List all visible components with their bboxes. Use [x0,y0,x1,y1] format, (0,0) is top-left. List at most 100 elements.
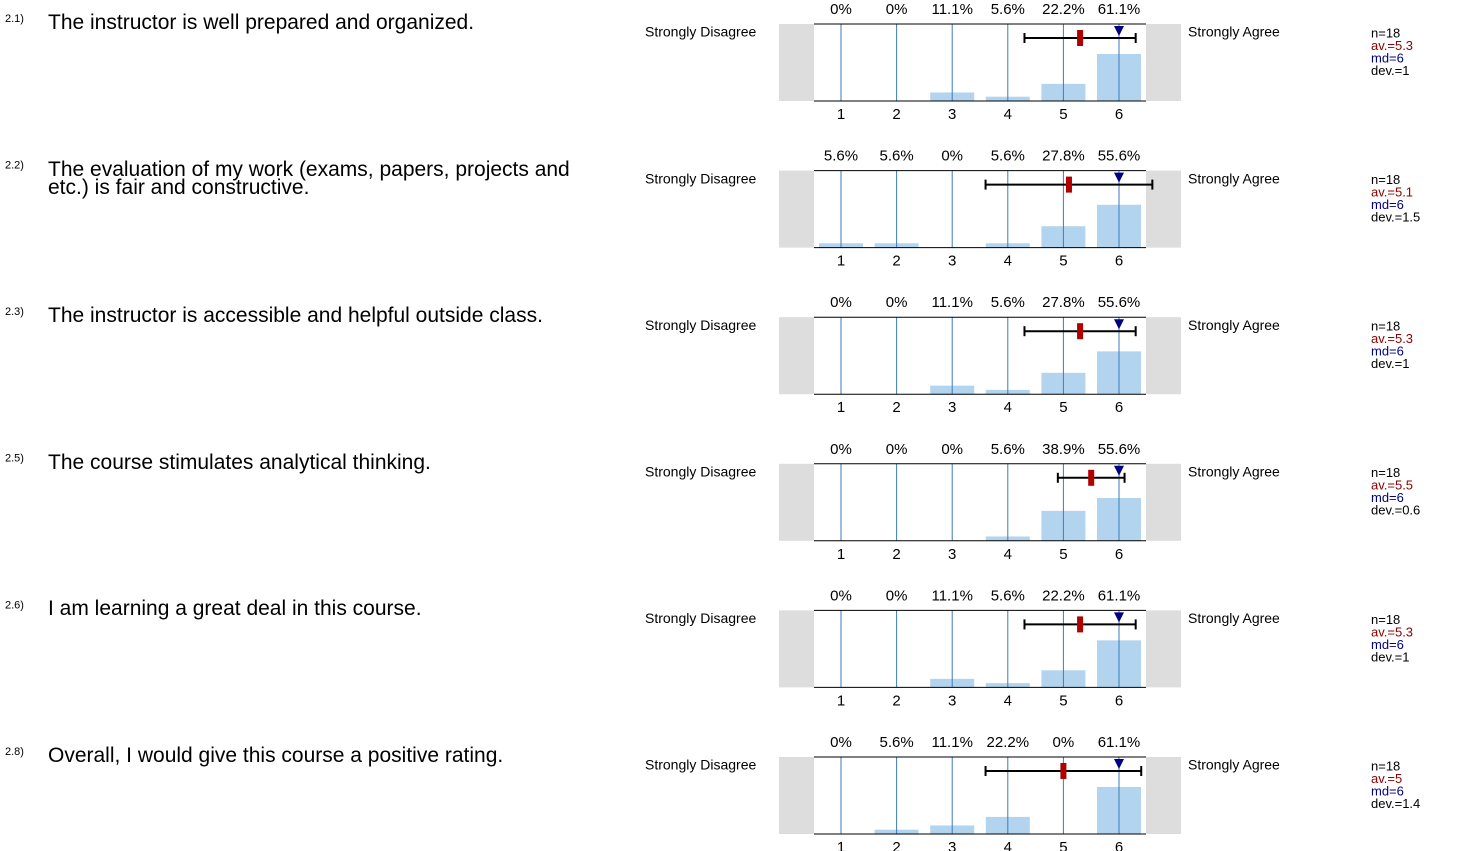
value-label: 0% [941,441,963,458]
value-label: 22.2% [1042,1,1085,18]
scale-left-label: Strongly Disagree [645,24,756,40]
value-label: 0% [830,734,852,751]
scale-right-label: Strongly Agree [1188,757,1280,773]
question-number: 2.3) [5,306,24,318]
value-label: 55.6% [1098,441,1141,458]
stat-mean: av.=5.3 [1371,331,1413,346]
x-tick-label: 2 [892,692,900,709]
scale-right-label: Strongly Agree [1188,610,1280,626]
mean-marker [1077,616,1084,633]
value-label: 5.6% [879,734,913,751]
x-tick-label: 2 [892,106,900,123]
scale-right-label: Strongly Agree [1188,317,1280,333]
value-label: 22.2% [1042,587,1085,604]
stat-dev: dev.=1.5 [1371,210,1420,225]
value-label: 5.6% [824,148,858,165]
stat-median: md=6 [1371,490,1404,505]
gray-box [1146,757,1181,834]
gray-box [1146,24,1181,101]
value-label: 22.2% [987,734,1030,751]
stat-n: n=18 [1371,758,1400,773]
stat-dev: dev.=1 [1371,63,1409,78]
x-tick-label: 4 [1004,839,1012,851]
x-tick-label: 3 [948,839,956,851]
x-tick-label: 1 [837,839,845,851]
gray-box [1146,170,1181,248]
x-tick-label: 1 [837,106,845,123]
value-label: 55.6% [1098,148,1141,165]
value-label: 0% [941,148,963,165]
value-label: 0% [886,441,908,458]
x-tick-label: 6 [1115,839,1123,851]
question-text: Overall, I would give this course a posi… [48,744,504,767]
value-label: 61.1% [1098,734,1141,751]
x-tick-label: 6 [1115,692,1123,709]
median-marker [1114,26,1124,36]
x-tick-label: 2 [892,253,900,270]
x-tick-label: 5 [1059,839,1067,851]
scale-right-label: Strongly Agree [1188,464,1280,480]
scale-right-label: Strongly Agree [1188,170,1280,186]
stat-dev: dev.=1 [1371,356,1409,371]
x-tick-label: 1 [837,399,845,416]
stat-mean: av.=5.1 [1371,185,1413,200]
x-tick-label: 6 [1115,399,1123,416]
stat-dev: dev.=1.4 [1371,796,1420,811]
value-label: 5.6% [991,441,1025,458]
stat-dev: dev.=0.6 [1371,503,1420,518]
x-tick-label: 2 [892,399,900,416]
value-label: 0% [886,1,908,18]
gray-box [779,610,814,688]
x-tick-label: 5 [1059,546,1067,563]
stat-median: md=6 [1371,50,1404,65]
value-label: 11.1% [931,1,972,18]
value-label: 55.6% [1098,294,1141,311]
x-tick-label: 2 [892,546,900,563]
stat-n: n=18 [1371,612,1400,627]
gray-box [1146,463,1181,541]
value-label: 0% [830,294,852,311]
x-tick-label: 3 [948,106,956,123]
gray-box [779,170,814,248]
value-label: 5.6% [879,148,913,165]
gray-box [779,463,814,541]
x-tick-label: 4 [1004,106,1012,123]
median-marker [1114,319,1124,330]
question-text: The evaluation of my work (exams, papers… [48,157,570,199]
x-tick-label: 1 [837,546,845,563]
x-tick-label: 5 [1059,399,1067,416]
x-tick-label: 6 [1115,106,1123,123]
question-number: 2.8) [5,746,24,758]
x-tick-label: 4 [1004,399,1012,416]
question-number: 2.5) [5,453,24,465]
value-label: 0% [830,441,852,458]
question-number: 2.6) [5,599,24,611]
value-label: 5.6% [991,294,1025,311]
value-label: 0% [886,587,908,604]
median-marker [1114,612,1124,623]
value-label: 0% [1053,734,1075,751]
x-tick-label: 5 [1059,692,1067,709]
stat-median: md=6 [1371,783,1404,798]
scale-left-label: Strongly Disagree [645,464,756,480]
x-tick-label: 3 [948,692,956,709]
x-tick-label: 6 [1115,253,1123,270]
scale-right-label: Strongly Agree [1188,24,1280,40]
x-tick-label: 3 [948,546,956,563]
x-tick-label: 5 [1059,106,1067,123]
gray-box [779,24,814,101]
mean-marker [1077,323,1084,340]
stat-n: n=18 [1371,172,1400,187]
x-tick-label: 1 [837,253,845,270]
median-marker [1114,172,1124,183]
value-label: 0% [830,587,852,604]
x-tick-label: 4 [1004,546,1012,563]
gray-box [1146,610,1181,688]
question-text: The instructor is well prepared and orga… [48,11,475,34]
x-tick-label: 3 [948,253,956,270]
mean-marker [1065,176,1072,193]
stat-mean: av.=5 [1371,771,1402,786]
scale-left-label: Strongly Disagree [645,317,756,333]
value-label: 11.1% [931,587,972,604]
